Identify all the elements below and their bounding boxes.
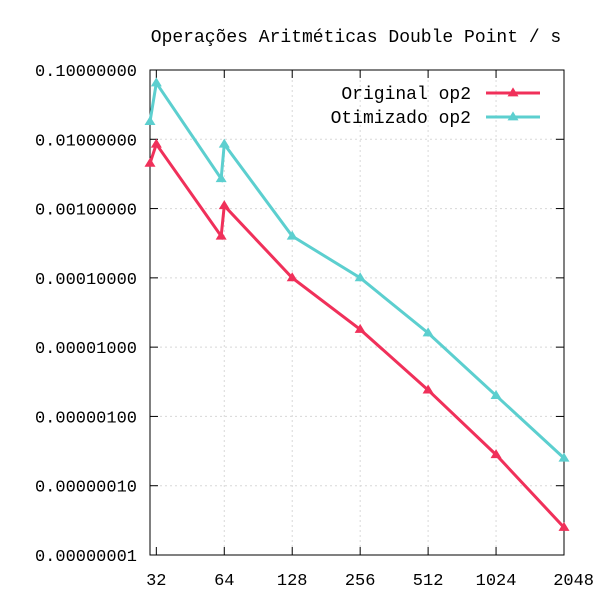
y-tick-label: 0.00100000 — [35, 202, 137, 221]
grid — [150, 70, 564, 555]
y-tick-label: 0.10000000 — [35, 63, 137, 82]
x-tick-label: 256 — [345, 572, 376, 591]
data-point-marker — [215, 173, 227, 183]
legend-label: Otimizado op2 — [331, 109, 471, 129]
x-tick-label: 1024 — [476, 572, 517, 591]
series-line — [148, 140, 566, 529]
data-point-marker — [558, 521, 570, 531]
data-point-marker — [218, 200, 230, 210]
legend-marker — [507, 87, 519, 97]
series — [144, 77, 570, 531]
x-tick-label: 128 — [277, 572, 308, 591]
data-point-marker — [286, 230, 298, 240]
legend-label: Original op2 — [341, 85, 471, 105]
x-tick-label: 32 — [146, 572, 166, 591]
data-point-marker — [354, 323, 366, 333]
y-tick-label: 0.00010000 — [35, 271, 137, 290]
data-point-marker — [490, 449, 502, 459]
data-point-marker — [144, 116, 156, 126]
data-point-marker — [150, 138, 162, 148]
legend: Original op2 Otimizado op2 — [331, 85, 540, 129]
data-point-marker — [422, 384, 434, 394]
data-point-marker — [150, 77, 162, 87]
series-1 — [144, 77, 570, 462]
data-point-marker — [286, 272, 298, 282]
legend-marker — [507, 111, 519, 121]
data-point-marker — [144, 157, 156, 167]
data-point-marker — [354, 272, 366, 282]
ticks: 0.10000000 0.01000000 0.00100000 0.00010000… — [35, 63, 594, 591]
y-tick-label: 0.00001000 — [35, 340, 137, 359]
data-point-marker — [218, 138, 230, 148]
y-tick-label: 0.00000001 — [35, 548, 137, 567]
legend-entry: Original op2 — [341, 85, 540, 105]
x-tick-label: 64 — [214, 572, 234, 591]
data-point-marker — [422, 327, 434, 337]
axes — [149, 69, 565, 556]
data-point-marker — [558, 452, 570, 462]
legend-entry: Otimizado op2 — [331, 109, 540, 129]
data-point-marker — [490, 389, 502, 399]
plot-frame — [149, 69, 565, 556]
chart-title: Operações Aritméticas Double Point / s — [151, 28, 561, 48]
data-point-marker — [215, 230, 227, 240]
x-tick-label: 2048 — [553, 572, 594, 591]
y-tick-label: 0.00000010 — [35, 479, 137, 498]
y-tick-label: 0.00000100 — [35, 409, 137, 428]
series-0 — [144, 138, 570, 531]
y-tick-label: 0.01000000 — [35, 132, 137, 151]
x-tick-label: 512 — [413, 572, 444, 591]
